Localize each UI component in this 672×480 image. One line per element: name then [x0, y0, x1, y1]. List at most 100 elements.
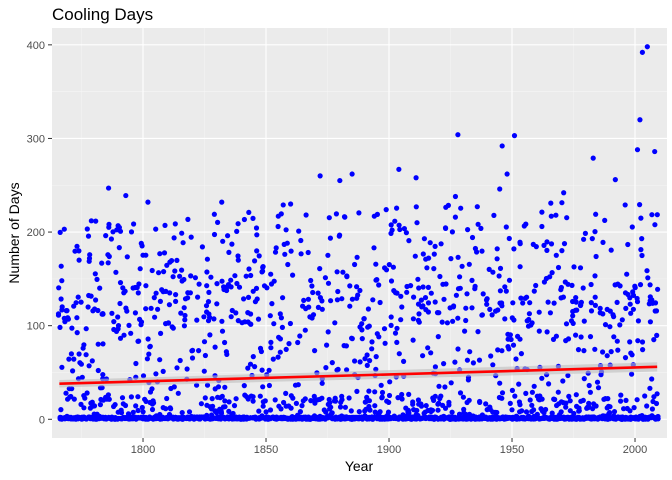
- data-point: [213, 410, 220, 416]
- data-point: [317, 173, 323, 179]
- data-point: [420, 353, 426, 359]
- data-point: [122, 402, 129, 409]
- data-point: [548, 241, 555, 247]
- y-tick-label: 100: [27, 321, 45, 333]
- data-point: [629, 224, 635, 230]
- data-point: [425, 300, 432, 306]
- data-point: [455, 315, 461, 321]
- data-point: [204, 269, 210, 275]
- data-point: [394, 205, 400, 211]
- data-point: [507, 332, 513, 338]
- data-point: [415, 276, 421, 282]
- data-point: [527, 397, 533, 403]
- data-point: [618, 398, 624, 404]
- data-point: [627, 339, 633, 345]
- data-point: [527, 300, 533, 306]
- data-point: [149, 406, 156, 413]
- data-point: [90, 403, 96, 409]
- data-point: [614, 338, 620, 344]
- data-point: [153, 290, 159, 296]
- data-point: [553, 333, 560, 339]
- data-point: [497, 186, 503, 192]
- data-point: [151, 295, 157, 301]
- data-point: [323, 365, 329, 371]
- data-point: [204, 256, 210, 262]
- data-point: [475, 329, 481, 335]
- data-point: [634, 147, 641, 153]
- data-point: [290, 395, 296, 401]
- data-point: [465, 227, 471, 233]
- data-point: [336, 233, 342, 239]
- data-point: [533, 244, 539, 250]
- data-point: [202, 352, 208, 359]
- data-point: [371, 245, 377, 251]
- data-point: [484, 296, 490, 302]
- data-point: [105, 260, 111, 266]
- data-point: [544, 239, 550, 245]
- data-point: [181, 305, 187, 311]
- data-point: [644, 403, 650, 409]
- data-point: [286, 341, 292, 347]
- data-point: [561, 190, 567, 196]
- data-point: [143, 306, 149, 312]
- data-point: [246, 266, 252, 272]
- data-point: [418, 297, 424, 303]
- data-point: [479, 312, 485, 318]
- data-point: [59, 364, 65, 370]
- data-point: [106, 253, 112, 260]
- data-point: [278, 315, 284, 321]
- data-point: [181, 276, 187, 283]
- data-point: [134, 284, 140, 291]
- data-point: [373, 354, 379, 360]
- data-point: [439, 319, 445, 325]
- data-point: [638, 215, 644, 221]
- data-point: [437, 395, 443, 402]
- data-point: [260, 264, 266, 270]
- x-tick-label: 1950: [500, 444, 524, 456]
- data-point: [118, 410, 125, 416]
- data-point: [59, 278, 65, 284]
- data-point: [654, 391, 660, 397]
- data-point: [74, 315, 80, 321]
- data-point: [388, 230, 394, 236]
- data-point: [581, 348, 587, 354]
- data-point: [173, 298, 179, 304]
- data-point: [310, 312, 317, 318]
- data-point: [436, 383, 442, 389]
- data-point: [93, 218, 99, 224]
- data-point: [269, 301, 275, 307]
- data-point: [399, 304, 405, 310]
- data-point: [359, 321, 365, 327]
- data-point: [551, 300, 557, 306]
- data-point: [516, 381, 522, 387]
- data-point: [491, 212, 497, 218]
- data-point: [490, 269, 496, 275]
- data-point: [611, 409, 618, 415]
- data-point: [246, 209, 252, 216]
- data-point: [422, 295, 429, 301]
- data-point: [71, 356, 77, 362]
- data-point: [337, 404, 344, 410]
- data-point: [354, 284, 360, 290]
- data-point: [219, 278, 225, 284]
- data-point: [194, 382, 200, 388]
- data-point: [215, 384, 222, 390]
- x-tick-label: 1800: [131, 444, 155, 456]
- data-point: [260, 384, 266, 390]
- data-point: [169, 258, 175, 264]
- data-point: [494, 246, 500, 252]
- data-point: [138, 319, 145, 325]
- data-point: [627, 295, 633, 301]
- data-point: [267, 313, 273, 319]
- data-point: [208, 274, 214, 280]
- data-point: [586, 400, 592, 406]
- data-point: [427, 240, 433, 246]
- data-point: [365, 306, 371, 312]
- data-point: [639, 252, 645, 259]
- data-point: [196, 348, 202, 354]
- data-point: [457, 274, 463, 280]
- data-point: [135, 290, 141, 296]
- data-point: [85, 304, 91, 310]
- data-point: [549, 410, 555, 416]
- data-point: [378, 382, 384, 388]
